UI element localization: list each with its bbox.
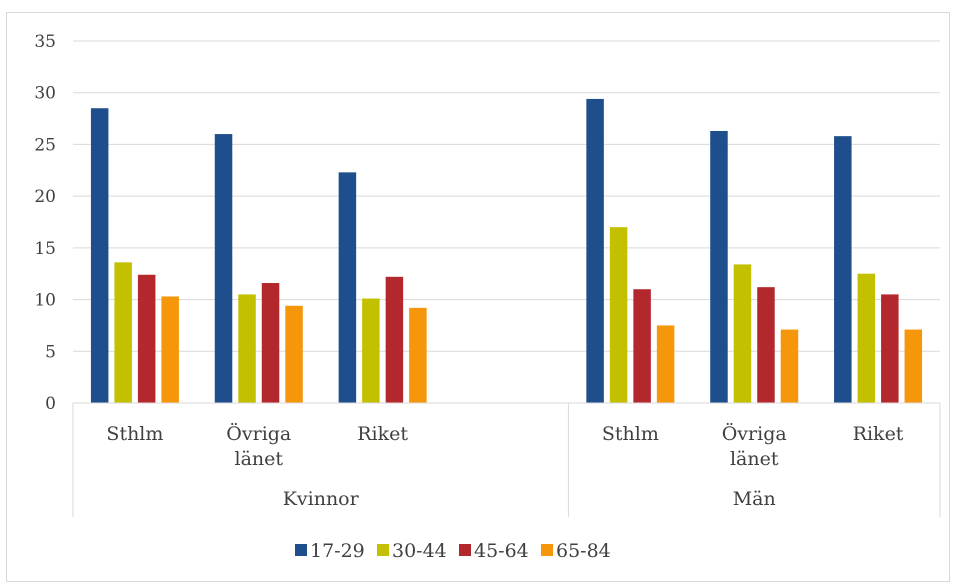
bar-45-64 [757, 287, 775, 403]
legend-swatch [377, 544, 389, 556]
bar-65-84 [161, 296, 179, 403]
bar-65-84 [904, 329, 923, 403]
y-tick-label: 30 [34, 84, 56, 104]
bar-17-29 [338, 172, 357, 403]
y-tick-label: 15 [34, 239, 56, 259]
legend-label: 65-84 [556, 540, 611, 562]
x-category-label: Sthlm [106, 423, 163, 445]
x-category-label-line: Riket [357, 423, 408, 445]
y-tick-label: 0 [45, 394, 56, 414]
bar-65-84 [285, 305, 303, 403]
bar-65-84 [780, 329, 799, 403]
bar-45-64 [633, 289, 651, 403]
y-tick-label: 10 [34, 291, 56, 311]
bar-17-29 [834, 136, 852, 403]
legend-swatch [459, 544, 471, 556]
bar-45-64 [137, 274, 156, 403]
bar-65-84 [409, 307, 427, 403]
bar-30-44 [114, 262, 132, 403]
x-category-label-line: länet [235, 448, 284, 470]
legend-swatch [295, 544, 307, 556]
x-category-label: Övriga länet [722, 422, 787, 470]
bars [90, 98, 923, 404]
x-category-label-line: Sthlm [106, 423, 163, 445]
x-category-label: Riket [853, 423, 904, 445]
legend: 17-29 30-44 45-64 65-84 [295, 540, 611, 562]
y-tick-label: 5 [45, 342, 56, 362]
x-category-label-line: Övriga [226, 422, 291, 445]
legend-label: 30-44 [392, 540, 447, 562]
x-category-label: Sthlm [602, 423, 659, 445]
legend-label: 17-29 [310, 540, 365, 562]
bar-45-64 [385, 276, 404, 403]
bar-17-29 [710, 130, 728, 404]
y-tick-label: 35 [34, 32, 56, 52]
bar-45-64 [261, 283, 280, 403]
bar-17-29 [214, 134, 233, 404]
legend-swatch [541, 544, 553, 556]
bar-17-29 [586, 98, 604, 404]
x-category-label-line: länet [730, 448, 779, 470]
bar-30-44 [238, 294, 256, 403]
bar-45-64 [881, 294, 899, 403]
x-category-label-line: Övriga [722, 422, 787, 445]
bar-30-44 [733, 264, 752, 403]
gridlines [73, 40, 940, 352]
x-category-label-line: Sthlm [602, 423, 659, 445]
bar-17-29 [90, 108, 109, 403]
axes: 0 5 10 15 20 25 30 35 Sthlm Övriga länet Riket Sthlm… [34, 32, 941, 517]
x-category-label: Riket [357, 423, 408, 445]
x-group-label: Män [733, 488, 776, 510]
bar-30-44 [857, 273, 876, 403]
bar-30-44 [362, 298, 380, 403]
legend-label: 45-64 [474, 540, 529, 562]
y-tick-label: 25 [34, 135, 56, 155]
x-category-label-line: Riket [853, 423, 904, 445]
x-category-label: Övriga länet [226, 422, 291, 470]
y-tick-label: 20 [34, 187, 56, 207]
bar-65-84 [656, 325, 675, 403]
x-group-label: Kvinnor [283, 488, 360, 510]
bar-30-44 [609, 227, 628, 403]
